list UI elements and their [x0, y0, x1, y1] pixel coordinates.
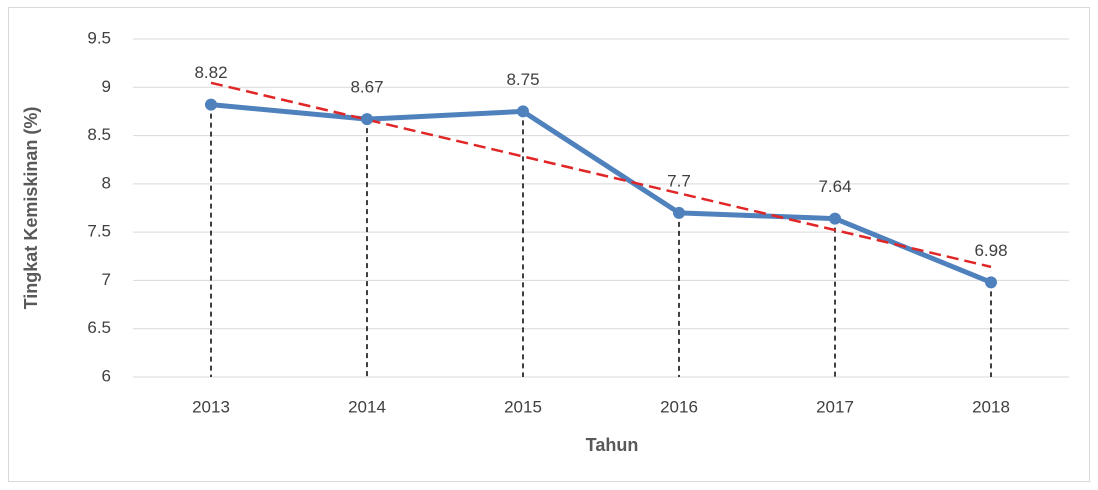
y-tick-label: 6.5	[87, 318, 111, 337]
x-tick-label: 2017	[816, 397, 854, 416]
x-tick-label: 2014	[348, 397, 386, 416]
y-tick-label: 8	[102, 173, 111, 192]
data-label: 7.64	[818, 177, 851, 196]
y-axis-title: Tingkat Kemiskinan (%)	[21, 107, 41, 310]
x-tick-label: 2013	[192, 397, 230, 416]
data-label: 8.82	[194, 63, 227, 82]
y-tick-label: 7	[102, 270, 111, 289]
data-point	[205, 98, 217, 111]
data-label: 8.67	[350, 78, 383, 97]
x-tick-label: 2018	[972, 397, 1010, 416]
data-label: 6.98	[974, 241, 1007, 260]
data-point	[985, 276, 997, 289]
data-point	[517, 105, 529, 118]
y-tick-label: 8.5	[87, 125, 111, 144]
x-axis-title: Tahun	[586, 435, 639, 455]
data-label: 8.75	[506, 70, 539, 89]
y-tick-label: 9	[102, 77, 111, 96]
x-tick-label: 2015	[504, 397, 542, 416]
data-point	[361, 113, 373, 126]
trendline	[210, 81, 992, 269]
x-tick-label: 2016	[660, 397, 698, 416]
y-tick-label: 9.5	[87, 28, 111, 47]
chart-border	[8, 7, 1090, 482]
data-point	[673, 206, 685, 219]
data-label: 7.7	[667, 171, 691, 190]
y-tick-label: 6	[102, 366, 111, 385]
data-line	[210, 102, 992, 285]
y-tick-label: 7.5	[87, 222, 111, 241]
data-point	[829, 212, 841, 225]
